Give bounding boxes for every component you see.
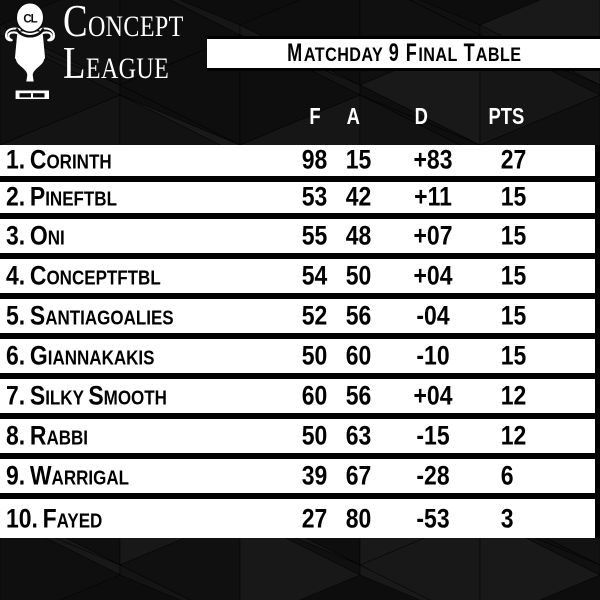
svg-text:CL: CL	[23, 13, 37, 25]
